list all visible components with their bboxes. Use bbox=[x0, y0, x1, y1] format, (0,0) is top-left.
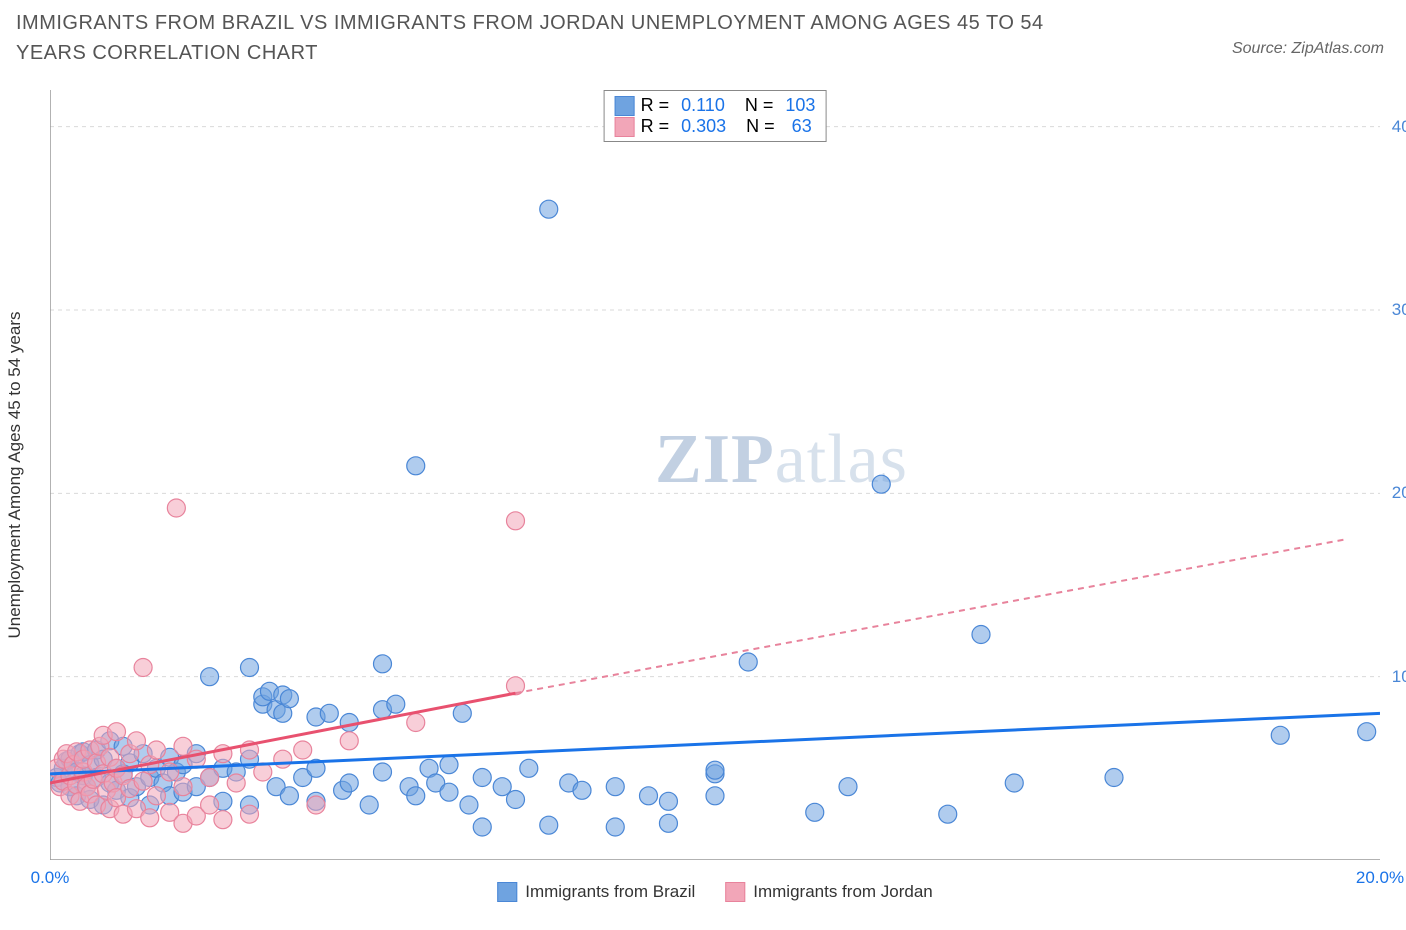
data-point bbox=[241, 805, 259, 823]
y-tick-label: 10.0% bbox=[1392, 667, 1406, 687]
data-point bbox=[274, 750, 292, 768]
data-point bbox=[739, 653, 757, 671]
legend-stats-row: R = 0.110N = 103 bbox=[615, 95, 816, 116]
data-point bbox=[340, 774, 358, 792]
data-point bbox=[939, 805, 957, 823]
data-point bbox=[241, 659, 259, 677]
x-tick-label: 0.0% bbox=[31, 868, 70, 888]
data-point bbox=[659, 792, 677, 810]
data-point bbox=[161, 763, 179, 781]
data-point bbox=[340, 714, 358, 732]
data-point bbox=[167, 499, 185, 517]
y-tick-label: 30.0% bbox=[1392, 300, 1406, 320]
data-point bbox=[201, 796, 219, 814]
data-point bbox=[307, 796, 325, 814]
y-axis-label: Unemployment Among Ages 45 to 54 years bbox=[5, 312, 25, 639]
chart-area: Unemployment Among Ages 45 to 54 years Z… bbox=[50, 90, 1380, 860]
x-tick-label: 20.0% bbox=[1356, 868, 1404, 888]
data-point bbox=[360, 796, 378, 814]
data-point bbox=[453, 704, 471, 722]
data-point bbox=[706, 761, 724, 779]
data-point bbox=[460, 796, 478, 814]
legend-swatch bbox=[725, 882, 745, 902]
data-point bbox=[407, 787, 425, 805]
data-point bbox=[507, 677, 525, 695]
legend-swatch bbox=[615, 117, 635, 137]
data-point bbox=[440, 756, 458, 774]
data-point bbox=[134, 659, 152, 677]
data-point bbox=[1271, 726, 1289, 744]
data-point bbox=[473, 818, 491, 836]
data-point bbox=[227, 774, 245, 792]
legend-series-item: Immigrants from Brazil bbox=[497, 882, 695, 902]
data-point bbox=[201, 668, 219, 686]
data-point bbox=[659, 814, 677, 832]
data-point bbox=[540, 816, 558, 834]
data-point bbox=[540, 200, 558, 218]
plot-svg bbox=[50, 90, 1380, 860]
data-point bbox=[141, 809, 159, 827]
data-point bbox=[440, 783, 458, 801]
data-point bbox=[280, 690, 298, 708]
data-point bbox=[972, 626, 990, 644]
legend-swatch bbox=[615, 96, 635, 116]
data-point bbox=[320, 704, 338, 722]
data-point bbox=[134, 772, 152, 790]
y-tick-label: 40.0% bbox=[1392, 117, 1406, 137]
data-point bbox=[127, 732, 145, 750]
data-point bbox=[387, 695, 405, 713]
legend-series-item: Immigrants from Jordan bbox=[725, 882, 933, 902]
data-point bbox=[507, 791, 525, 809]
legend-series-label: Immigrants from Brazil bbox=[525, 882, 695, 902]
legend-stats-row: R = 0.303N = 63 bbox=[615, 116, 816, 137]
data-point bbox=[174, 778, 192, 796]
scatter-plot: ZIPatlas R = 0.110N = 103 R = 0.303N = 6… bbox=[50, 90, 1380, 860]
data-point bbox=[606, 778, 624, 796]
legend-series: Immigrants from Brazil Immigrants from Jo… bbox=[497, 882, 933, 902]
data-point bbox=[1105, 769, 1123, 787]
data-point bbox=[1358, 723, 1376, 741]
data-point bbox=[294, 741, 312, 759]
data-point bbox=[520, 759, 538, 777]
legend-swatch bbox=[497, 882, 517, 902]
data-point bbox=[872, 475, 890, 493]
data-point bbox=[839, 778, 857, 796]
data-point bbox=[606, 818, 624, 836]
data-point bbox=[374, 655, 392, 673]
data-point bbox=[407, 457, 425, 475]
data-point bbox=[507, 512, 525, 530]
data-point bbox=[806, 803, 824, 821]
data-point bbox=[473, 769, 491, 787]
data-point bbox=[108, 723, 126, 741]
data-point bbox=[340, 732, 358, 750]
data-point bbox=[214, 811, 232, 829]
data-point bbox=[1005, 774, 1023, 792]
trend-line-extrapolated bbox=[516, 539, 1347, 693]
data-point bbox=[706, 787, 724, 805]
legend-series-label: Immigrants from Jordan bbox=[753, 882, 933, 902]
data-point bbox=[573, 781, 591, 799]
data-point bbox=[407, 714, 425, 732]
legend-stats: R = 0.110N = 103 R = 0.303N = 63 bbox=[604, 90, 827, 142]
y-tick-label: 20.0% bbox=[1392, 483, 1406, 503]
data-point bbox=[147, 787, 165, 805]
data-point bbox=[374, 763, 392, 781]
data-point bbox=[640, 787, 658, 805]
data-point bbox=[280, 787, 298, 805]
data-point bbox=[147, 741, 165, 759]
source-label: Source: ZipAtlas.com bbox=[1232, 40, 1384, 58]
chart-title: IMMIGRANTS FROM BRAZIL VS IMMIGRANTS FRO… bbox=[16, 8, 1116, 68]
data-point bbox=[201, 769, 219, 787]
